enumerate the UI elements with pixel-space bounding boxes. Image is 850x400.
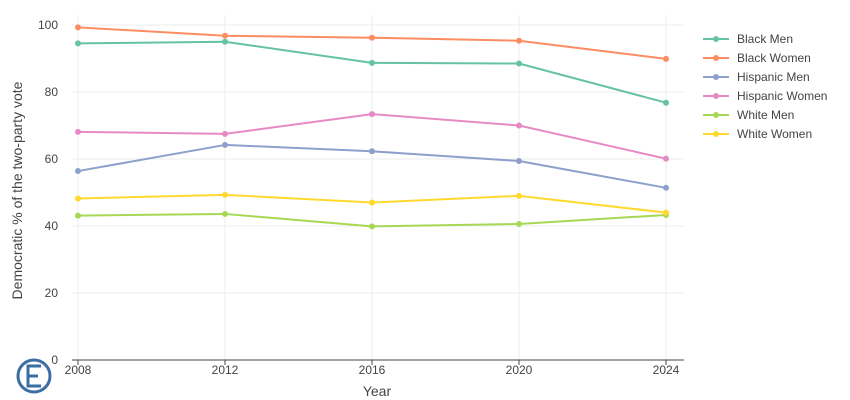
data-point-black-women[interactable] xyxy=(75,24,81,31)
data-point-hispanic-men[interactable] xyxy=(369,148,375,155)
legend-marker xyxy=(713,131,719,137)
legend-marker xyxy=(713,55,719,61)
legend-marker xyxy=(713,112,719,118)
data-point-hispanic-women[interactable] xyxy=(75,128,81,135)
data-point-black-women[interactable] xyxy=(222,32,228,39)
data-point-black-men[interactable] xyxy=(222,38,228,45)
y-tick-label: 60 xyxy=(45,152,59,166)
data-point-hispanic-women[interactable] xyxy=(663,155,669,162)
legend-item-black-women[interactable]: Black Women xyxy=(703,51,811,65)
y-tick-label: 20 xyxy=(45,286,59,300)
y-axis-title: Democratic % of the two-party vote xyxy=(9,81,25,299)
data-point-black-women[interactable] xyxy=(516,37,522,44)
x-tick-label: 2016 xyxy=(359,363,386,377)
legend-item-white-men[interactable]: White Men xyxy=(703,108,794,122)
y-tick-label: 0 xyxy=(51,353,58,367)
x-tick-label: 2020 xyxy=(506,363,533,377)
legend-label: White Men xyxy=(737,108,794,122)
legend-label: White Women xyxy=(737,127,812,141)
data-point-white-women[interactable] xyxy=(369,199,375,206)
data-point-white-women[interactable] xyxy=(663,209,669,216)
legend-marker xyxy=(713,93,719,99)
legend-marker xyxy=(713,74,719,80)
legend-item-white-women[interactable]: White Women xyxy=(703,127,812,141)
y-tick-label: 80 xyxy=(45,85,59,99)
series-black-men[interactable] xyxy=(75,38,669,106)
data-point-hispanic-women[interactable] xyxy=(369,111,375,118)
data-point-black-women[interactable] xyxy=(663,55,669,62)
legend-label: Hispanic Women xyxy=(737,89,827,103)
logo-icon xyxy=(16,358,52,394)
data-point-black-men[interactable] xyxy=(369,59,375,66)
data-point-white-women[interactable] xyxy=(222,191,228,198)
data-point-hispanic-men[interactable] xyxy=(516,158,522,165)
data-point-white-men[interactable] xyxy=(516,220,522,227)
data-point-hispanic-women[interactable] xyxy=(516,122,522,129)
y-tick-label: 100 xyxy=(38,18,58,32)
series-hispanic-women[interactable] xyxy=(75,111,669,162)
series-group xyxy=(75,24,669,230)
series-hispanic-men[interactable] xyxy=(75,141,669,191)
legend-label: Hispanic Men xyxy=(737,70,810,84)
data-point-white-women[interactable] xyxy=(516,192,522,199)
x-tick-label: 2008 xyxy=(65,363,92,377)
y-tick-label: 40 xyxy=(45,219,59,233)
x-tick-label: 2012 xyxy=(212,363,239,377)
legend-marker xyxy=(713,36,719,42)
legend[interactable]: Black Men Black Women Hispanic Men Hispanic… xyxy=(703,32,827,141)
legend-item-hispanic-men[interactable]: Hispanic Men xyxy=(703,70,810,84)
data-point-black-women[interactable] xyxy=(369,34,375,41)
gridlines xyxy=(72,15,684,365)
data-point-white-men[interactable] xyxy=(75,212,81,219)
data-point-white-women[interactable] xyxy=(75,195,81,202)
series-black-women[interactable] xyxy=(75,24,669,62)
x-axis-tick-labels: 2008 2012 2016 2020 2024 xyxy=(65,363,680,377)
y-axis-tick-labels: 0 20 40 60 80 100 xyxy=(38,18,58,367)
x-tick-label: 2024 xyxy=(653,363,680,377)
series-white-women[interactable] xyxy=(75,191,669,216)
data-point-black-men[interactable] xyxy=(663,99,669,106)
data-point-hispanic-men[interactable] xyxy=(663,184,669,191)
data-point-hispanic-men[interactable] xyxy=(222,141,228,148)
data-point-black-men[interactable] xyxy=(516,60,522,67)
data-point-white-men[interactable] xyxy=(369,223,375,230)
legend-label: Black Men xyxy=(737,32,793,46)
data-point-hispanic-women[interactable] xyxy=(222,130,228,137)
data-point-white-men[interactable] xyxy=(222,210,228,217)
x-axis-title: Year xyxy=(363,383,392,399)
legend-item-black-men[interactable]: Black Men xyxy=(703,32,793,46)
data-point-hispanic-men[interactable] xyxy=(75,168,81,175)
legend-item-hispanic-women[interactable]: Hispanic Women xyxy=(703,89,827,103)
legend-label: Black Women xyxy=(737,51,811,65)
data-point-black-men[interactable] xyxy=(75,40,81,47)
